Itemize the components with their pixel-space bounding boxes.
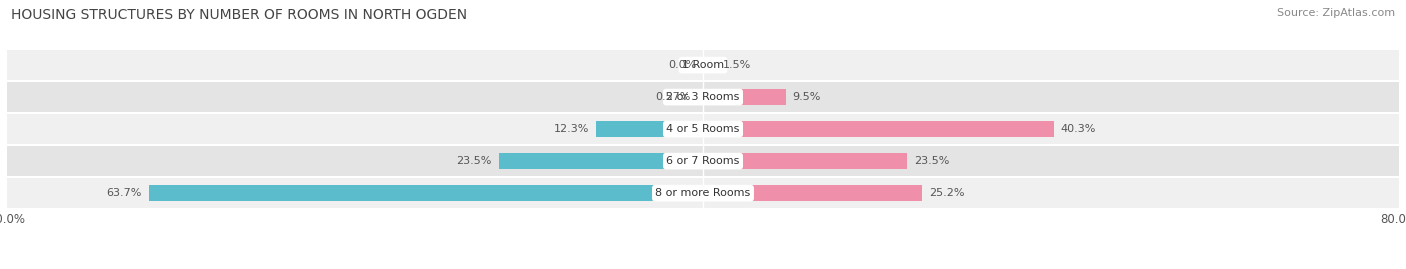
Text: 2 or 3 Rooms: 2 or 3 Rooms [666,92,740,102]
Text: 40.3%: 40.3% [1060,124,1095,134]
Bar [7,146,1399,176]
Bar [7,82,1399,112]
Text: 4 or 5 Rooms: 4 or 5 Rooms [666,124,740,134]
Bar [703,121,1053,137]
Text: 0.0%: 0.0% [668,60,696,70]
Text: 25.2%: 25.2% [929,188,965,198]
Text: 12.3%: 12.3% [554,124,589,134]
Text: 6 or 7 Rooms: 6 or 7 Rooms [666,156,740,166]
Text: 63.7%: 63.7% [107,188,142,198]
Text: Source: ZipAtlas.com: Source: ZipAtlas.com [1277,8,1395,18]
Text: 0.57%: 0.57% [655,92,692,102]
Text: HOUSING STRUCTURES BY NUMBER OF ROOMS IN NORTH OGDEN: HOUSING STRUCTURES BY NUMBER OF ROOMS IN… [11,8,467,22]
Bar [499,153,703,169]
Bar [7,50,1399,80]
Bar [697,89,703,105]
Bar [149,185,703,201]
Bar [596,121,703,137]
Bar [7,114,1399,144]
Bar [703,153,907,169]
Bar [703,89,786,105]
Bar [703,185,922,201]
Bar [7,178,1399,208]
Text: 9.5%: 9.5% [793,92,821,102]
Text: 23.5%: 23.5% [914,156,950,166]
Bar [703,57,716,73]
Text: 23.5%: 23.5% [456,156,492,166]
Text: 1.5%: 1.5% [723,60,751,70]
Text: 8 or more Rooms: 8 or more Rooms [655,188,751,198]
Text: 1 Room: 1 Room [682,60,724,70]
